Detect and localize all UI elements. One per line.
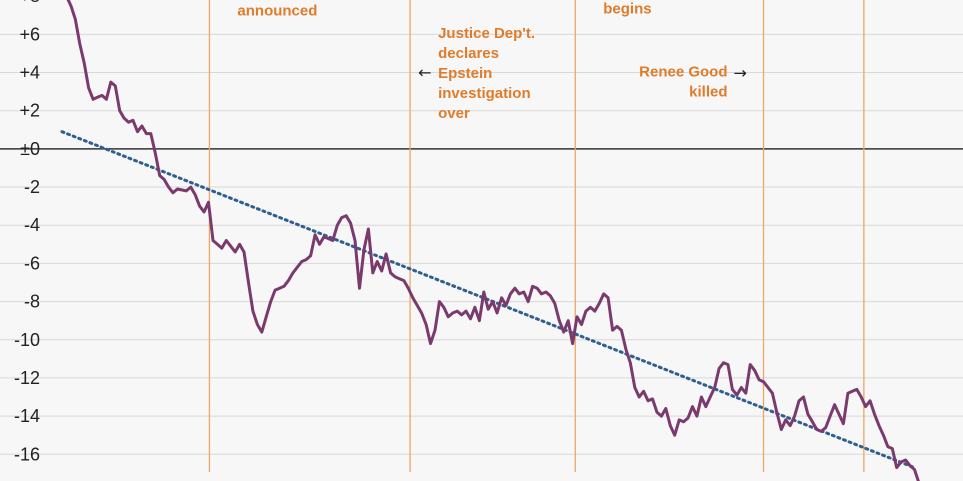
y-tick-label: -2 — [24, 177, 40, 197]
arrow-left-icon: ← — [418, 63, 431, 82]
annotation-text: declares — [438, 45, 499, 62]
event-annotations: announced Justice Dep't. declares Epstein in… — [237, 0, 747, 122]
arrow-right-icon: → — [734, 63, 747, 82]
annotation-text: Renee Good — [639, 63, 727, 80]
annotation-text: announced — [237, 2, 317, 19]
trend-line-path — [60, 130, 916, 470]
y-tick-label: ±0 — [20, 139, 40, 159]
y-tick-label: +2 — [19, 101, 40, 121]
trend-line — [60, 130, 916, 470]
net-approval-series — [66, 0, 920, 481]
event-lines — [208, 0, 865, 472]
y-tick-label: +4 — [19, 63, 40, 83]
y-tick-label: +8 — [19, 0, 40, 6]
event-annotation: Renee Good killed → — [639, 63, 747, 100]
grid-lines — [0, 33, 963, 455]
annotation-text: killed — [689, 83, 727, 100]
y-tick-label: -8 — [24, 292, 40, 312]
event-annotation: begins — [603, 0, 651, 17]
series-line — [66, 0, 920, 481]
annotation-text: Epstein — [438, 65, 492, 82]
annotation-text: investigation — [438, 85, 531, 102]
y-tick-label: -4 — [24, 215, 40, 235]
y-tick-labels: +8 +6 +4 +2 ±0 -2 -4 -6 -8 -10 -12 -14 -16 — [14, 0, 40, 464]
annotation-text: begins — [603, 0, 651, 17]
y-tick-label: -12 — [14, 368, 40, 388]
event-annotation: Justice Dep't. declares Epstein investigati… — [418, 25, 535, 122]
y-tick-label: -14 — [14, 406, 40, 426]
y-tick-label: -10 — [14, 330, 40, 350]
annotation-text: Justice Dep't. — [438, 25, 535, 42]
y-tick-label: +6 — [19, 24, 40, 44]
y-tick-label: -6 — [24, 253, 40, 273]
annotation-text: over — [438, 105, 470, 122]
y-tick-label: -16 — [14, 444, 40, 464]
event-annotation: announced — [237, 2, 317, 19]
